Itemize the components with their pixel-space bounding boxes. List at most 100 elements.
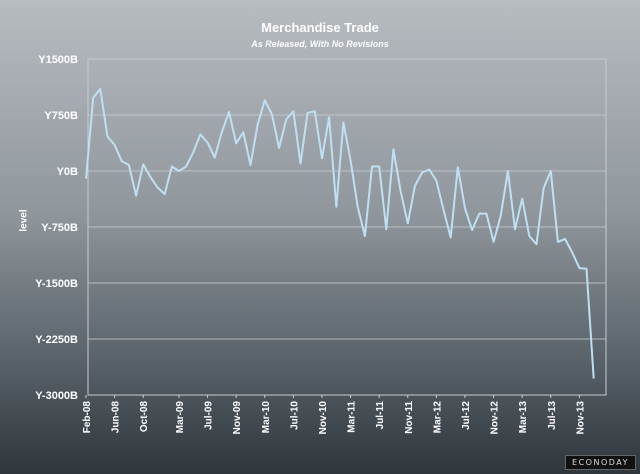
data-point: [407, 222, 409, 224]
data-point: [514, 228, 516, 230]
data-point: [428, 169, 430, 171]
data-point: [149, 176, 151, 178]
data-point: [435, 180, 437, 182]
data-point: [593, 378, 595, 380]
data-point: [421, 172, 423, 174]
y-tick-label: Y0B: [57, 166, 78, 178]
data-point: [528, 235, 530, 237]
data-point: [564, 238, 566, 240]
data-point: [235, 142, 237, 144]
data-point: [221, 131, 223, 133]
x-tick-label: Nov-11: [404, 401, 415, 434]
x-tick-label: Nov-09: [232, 401, 243, 435]
data-point: [578, 267, 580, 269]
data-point: [493, 241, 495, 243]
chart-subtitle: As Released, With No Revisions: [251, 39, 389, 49]
data-point: [99, 88, 101, 90]
x-tick-label: Jun-08: [111, 401, 122, 434]
data-point: [314, 110, 316, 112]
data-point: [142, 163, 144, 165]
data-point: [557, 241, 559, 243]
x-tick-label: Feb-08: [82, 401, 93, 434]
data-point: [500, 215, 502, 217]
data-point: [214, 157, 216, 159]
y-tick-label: Y-1500B: [35, 278, 78, 290]
x-tick-label: Mar-09: [175, 401, 186, 434]
data-point: [450, 237, 452, 239]
data-point: [485, 213, 487, 215]
x-tick-label: Jul-09: [204, 401, 215, 430]
y-tick-label: Y-750B: [41, 222, 78, 234]
x-tick-label: Jul-10: [289, 401, 300, 430]
data-point: [471, 229, 473, 231]
data-point: [278, 147, 280, 149]
data-point: [521, 198, 523, 200]
data-point: [392, 148, 394, 150]
data-point: [171, 166, 173, 168]
data-point: [300, 163, 302, 165]
data-point: [199, 133, 201, 135]
data-point: [414, 185, 416, 187]
chart-title: Merchandise Trade: [261, 20, 379, 35]
data-point: [157, 186, 159, 188]
data-point: [164, 193, 166, 195]
data-point: [321, 157, 323, 159]
data-point: [507, 170, 509, 172]
y-tick-label: Y750B: [44, 110, 78, 122]
data-point: [464, 207, 466, 209]
x-tick-label: Jul-12: [461, 401, 472, 430]
x-tick-label: Nov-12: [490, 401, 501, 435]
series-line: [85, 87, 595, 379]
data-point: [107, 136, 109, 138]
data-point: [350, 160, 352, 162]
data-point: [192, 151, 194, 153]
data-point: [378, 166, 380, 168]
data-point: [335, 206, 337, 208]
data-point: [207, 142, 209, 144]
data-point: [385, 228, 387, 230]
data-point: [328, 116, 330, 118]
x-tick-label: Mar-13: [518, 401, 529, 434]
x-tick-label: Mar-10: [261, 401, 272, 434]
data-point: [357, 206, 359, 208]
brand-logo: ECONODAY: [565, 455, 636, 470]
y-tick-label: Y1500B: [38, 54, 78, 66]
y-tick-label: Y-2250B: [35, 334, 78, 346]
data-point: [285, 119, 287, 121]
x-tick-label: Jul-11: [375, 401, 386, 430]
data-point: [264, 99, 266, 101]
y-tick-label: Y-3000B: [35, 390, 78, 402]
x-tick-label: Mar-11: [347, 401, 358, 433]
data-point: [85, 178, 87, 180]
data-point: [250, 164, 252, 166]
data-point: [536, 243, 538, 245]
data-point: [307, 112, 309, 114]
data-point: [121, 160, 123, 162]
data-point: [178, 170, 180, 172]
x-tick-label: Jul-13: [547, 401, 558, 430]
data-point: [342, 122, 344, 124]
data-point: [92, 97, 94, 99]
data-point: [571, 251, 573, 253]
data-point: [228, 111, 230, 113]
data-point: [242, 131, 244, 133]
x-tick-label: Oct-08: [139, 401, 150, 433]
data-point: [271, 113, 273, 115]
data-point: [478, 213, 480, 215]
data-point: [135, 195, 137, 197]
data-point: [443, 209, 445, 211]
data-point: [371, 166, 373, 168]
data-point: [185, 166, 187, 168]
data-point: [128, 164, 130, 166]
data-point: [292, 110, 294, 112]
data-point: [114, 144, 116, 146]
x-tick-label: Nov-10: [318, 401, 329, 435]
data-point: [550, 170, 552, 172]
data-point: [257, 124, 259, 126]
data-point: [457, 166, 459, 168]
data-point: [364, 235, 366, 237]
data-point: [543, 187, 545, 189]
data-point: [586, 268, 588, 270]
x-tick-label: Nov-13: [575, 401, 586, 435]
